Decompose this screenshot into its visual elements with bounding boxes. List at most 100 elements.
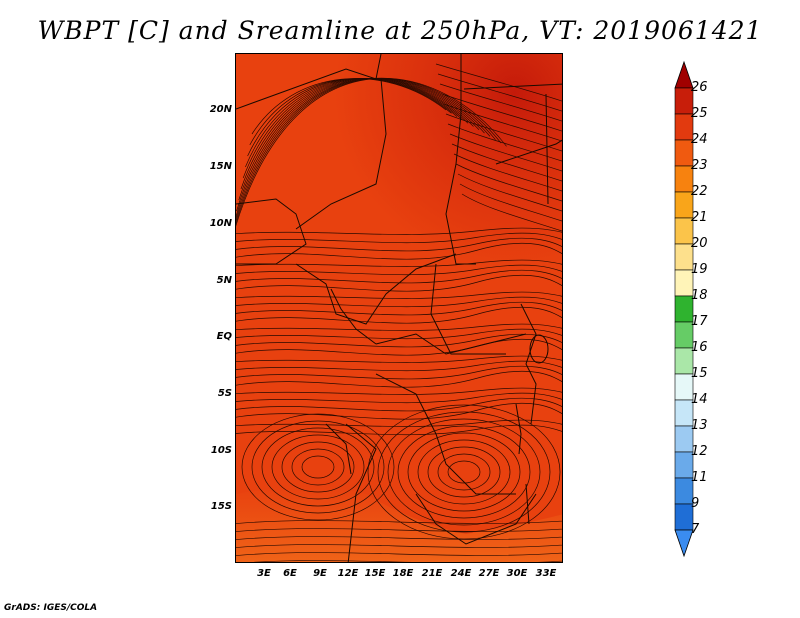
streamline: [238, 78, 480, 201]
map-panel: [235, 53, 563, 563]
streamline: [443, 103, 562, 142]
streamline: [236, 397, 562, 412]
streamline: [236, 328, 562, 340]
lon-tick-label: 24E: [450, 568, 472, 579]
colorbar-label: 15: [691, 366, 708, 381]
border-line: [236, 54, 382, 110]
lon-tick-label: 27E: [478, 568, 500, 579]
border-line: [463, 83, 562, 90]
colorbar-label: 23: [691, 158, 708, 173]
lon-tick-label: 9E: [313, 568, 327, 579]
colorbar-label: 22: [691, 184, 708, 199]
streamline: [236, 552, 562, 556]
streamline: [455, 163, 562, 202]
colorbar-label: 19: [691, 262, 708, 277]
colorbar-label: 16: [691, 340, 708, 355]
border-line: [520, 303, 537, 425]
streamline: [236, 536, 562, 540]
lon-tick-label: 15E: [364, 568, 386, 579]
vortex-streamline: [417, 439, 511, 505]
streamline: [236, 402, 562, 420]
border-line: [415, 493, 537, 545]
vortex-streamline: [241, 413, 395, 521]
border-line: [495, 139, 562, 165]
vortex-streamline: [377, 411, 551, 533]
lat-tick-label: 5S: [217, 388, 232, 399]
streamline: [439, 83, 562, 122]
streamline: [236, 306, 562, 324]
streamline: [236, 78, 496, 222]
vortex-streamline: [407, 432, 521, 512]
streamline: [236, 544, 562, 548]
streamline: [449, 133, 562, 172]
streamline: [236, 264, 562, 276]
streamline: [453, 153, 562, 192]
vortex-streamline: [437, 453, 491, 491]
streamline: [236, 355, 562, 363]
lake-victoria: [529, 334, 549, 364]
map-title: WBPT [C] and Sreamline at 250hPa, VT: 20…: [37, 16, 763, 45]
lon-tick-label: 6E: [283, 568, 297, 579]
border-line: [295, 253, 457, 325]
streamline: [236, 301, 562, 316]
streamline: [435, 63, 562, 102]
streamline: [236, 296, 562, 308]
vortex-streamline: [291, 448, 345, 486]
streamline: [451, 143, 562, 182]
colorbar-label: 24: [691, 132, 708, 147]
colorbar-label: 18: [691, 288, 708, 303]
streamline: [236, 528, 562, 532]
streamline: [459, 183, 562, 222]
streamline: [447, 123, 562, 162]
lat-tick-label: EQ: [216, 331, 232, 342]
field-cool-region: [236, 486, 562, 562]
lake-tanganyika: [515, 403, 522, 455]
colorbar-label: 12: [691, 444, 708, 459]
country-borders: [236, 54, 562, 562]
streamline: [441, 93, 562, 132]
colorbar-label: 9: [691, 496, 700, 511]
streamline: [236, 274, 562, 292]
border-line: [295, 78, 387, 230]
colorbar-label: 26: [691, 80, 708, 95]
streamline: [236, 392, 562, 404]
border-line: [375, 333, 527, 355]
colorbar: [674, 60, 694, 558]
streamline: [247, 78, 458, 157]
border-line: [375, 373, 516, 495]
lon-tick-label: 18E: [392, 568, 414, 579]
lat-tick-label: 10N: [209, 218, 232, 229]
vortex-streamline: [281, 441, 355, 493]
streamline: [236, 77, 507, 227]
vortex-streamline: [251, 420, 385, 514]
vortex-streamline: [271, 434, 365, 500]
lat-tick-label: 15N: [209, 161, 232, 172]
streamline: [236, 333, 562, 348]
lat-tick-label: 5N: [216, 275, 232, 286]
border-line: [345, 423, 377, 562]
map-field: [236, 54, 562, 562]
streamline: [236, 360, 562, 372]
colorbar-label: 21: [691, 210, 708, 225]
streamline: [236, 419, 562, 427]
streamline: [437, 73, 562, 112]
streamline: [236, 365, 562, 380]
border-line: [236, 198, 307, 265]
colorbar-label: 14: [691, 392, 708, 407]
vortex-streamline: [427, 446, 501, 498]
streamline: [445, 113, 562, 152]
border-line: [445, 54, 476, 265]
vortex-streamline: [387, 418, 541, 526]
streamline: [245, 78, 463, 168]
lake-malawi: [525, 483, 530, 525]
streamline: [236, 370, 562, 388]
grads-credit: GrADS: IGES/COLA: [4, 603, 98, 613]
colorbar-label: 17: [691, 314, 708, 329]
streamline: [236, 78, 502, 225]
lon-tick-label: 12E: [337, 568, 359, 579]
lon-tick-label: 21E: [421, 568, 443, 579]
border-line: [545, 93, 549, 205]
vortex-streamline: [447, 460, 481, 484]
colorbar-label: 20: [691, 236, 708, 251]
colorbar-label: 7: [691, 522, 700, 537]
